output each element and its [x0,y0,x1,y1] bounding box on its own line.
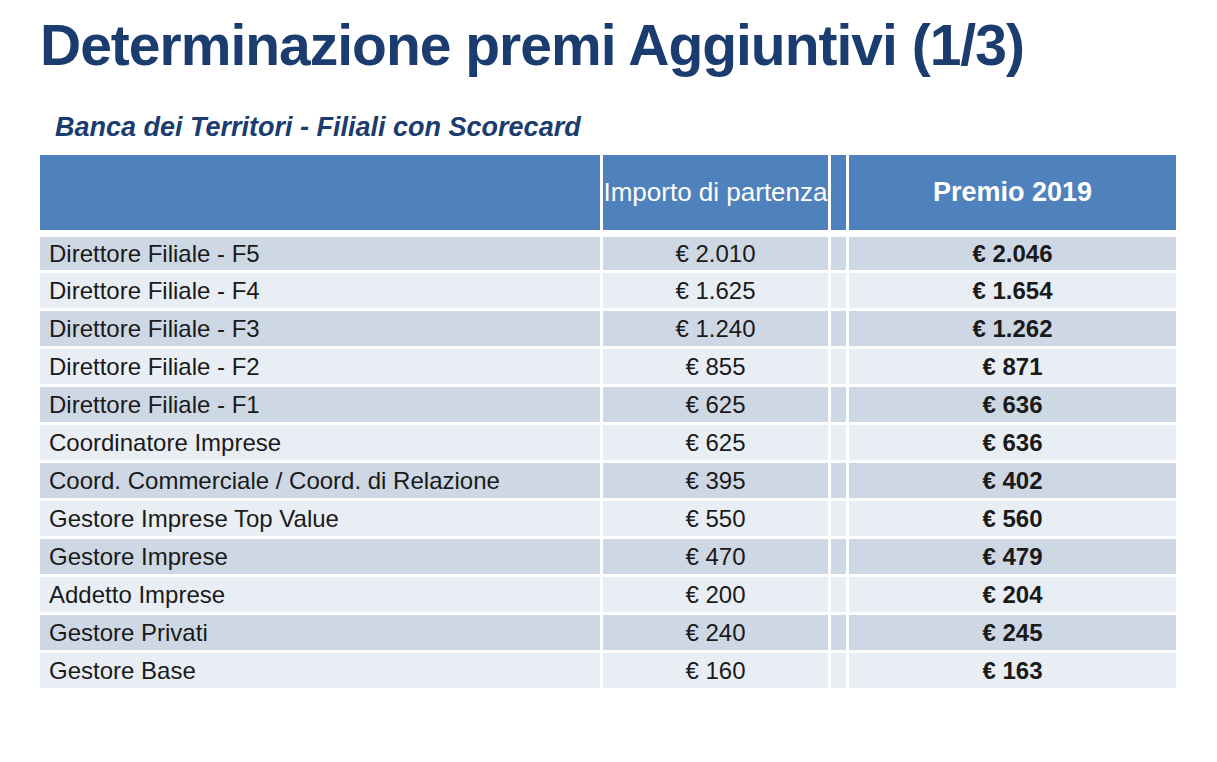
table-row: Gestore Privati€ 240 € 245 [39,614,1178,652]
table-body: Direttore Filiale - F5€ 2.010€ 2.046Dire… [39,234,1178,690]
importo-cell: € 1.240 [602,310,830,348]
spacer-cell [830,500,848,538]
spacer-cell [830,272,848,310]
premio-cell: € 163 [848,652,1178,690]
importo-cell: € 200 [602,576,830,614]
role-cell: Direttore Filiale - F4 [39,272,602,310]
role-cell: Direttore Filiale - F3 [39,310,602,348]
table-row: Direttore Filiale - F4€ 1.625 € 1.654 [39,272,1178,310]
role-cell: Gestore Privati [39,614,602,652]
table-row: Direttore Filiale - F3€ 1.240 € 1.262 [39,310,1178,348]
spacer-cell [830,348,848,386]
spacer-cell [830,234,848,272]
role-cell: Gestore Base [39,652,602,690]
spacer-cell [830,462,848,500]
role-cell: Coord. Commerciale / Coord. di Relazione [39,462,602,500]
spacer-cell [830,614,848,652]
role-column-header [39,154,602,234]
premi-table-container: Importo di partenza Premio 2019 Direttor… [37,152,1179,691]
importo-cell: € 550 [602,500,830,538]
importo-column-header: Importo di partenza [602,154,830,234]
premio-cell: € 245 [848,614,1178,652]
table-header-row: Importo di partenza Premio 2019 [39,154,1178,234]
importo-cell: € 160 [602,652,830,690]
importo-cell: € 625 [602,386,830,424]
premio-cell: € 1.262 [848,310,1178,348]
importo-cell: € 395 [602,462,830,500]
table-row: Gestore Base€ 160 € 163 [39,652,1178,690]
premio-cell: € 204 [848,576,1178,614]
table-row: Coord. Commerciale / Coord. di Relazione… [39,462,1178,500]
role-cell: Direttore Filiale - F5 [39,234,602,272]
table-row: Gestore Imprese Top Value€ 550 € 560 [39,500,1178,538]
table-row: Coordinatore Imprese€ 625 € 636 [39,424,1178,462]
premio-cell: € 560 [848,500,1178,538]
premio-column-header: Premio 2019 [848,154,1178,234]
premio-cell: € 1.654 [848,272,1178,310]
importo-cell: € 470 [602,538,830,576]
importo-cell: € 240 [602,614,830,652]
role-cell: Direttore Filiale - F2 [39,348,602,386]
role-cell: Gestore Imprese Top Value [39,500,602,538]
role-cell: Direttore Filiale - F1 [39,386,602,424]
spacer-cell [830,424,848,462]
importo-cell: € 625 [602,424,830,462]
importo-cell: € 1.625 [602,272,830,310]
premi-table: Importo di partenza Premio 2019 Direttor… [37,152,1179,691]
premio-cell: € 871 [848,348,1178,386]
premio-cell: € 2.046 [848,234,1178,272]
page-subtitle: Banca dei Territori - Filiali con Scorec… [55,112,581,143]
spacer-cell [830,576,848,614]
premio-cell: € 636 [848,386,1178,424]
role-cell: Coordinatore Imprese [39,424,602,462]
table-row: Addetto Imprese€ 200 € 204 [39,576,1178,614]
premio-cell: € 402 [848,462,1178,500]
premio-cell: € 636 [848,424,1178,462]
table-row: Direttore Filiale - F1€ 625 € 636 [39,386,1178,424]
role-cell: Addetto Imprese [39,576,602,614]
table-row: Direttore Filiale - F5€ 2.010 € 2.046 [39,234,1178,272]
spacer-cell [830,310,848,348]
premio-cell: € 479 [848,538,1178,576]
spacer-cell [830,652,848,690]
table-row: Gestore Imprese€ 470 € 479 [39,538,1178,576]
spacer-cell [830,538,848,576]
page-title: Determinazione premi Aggiuntivi (1/3) [40,12,1200,78]
importo-cell: € 855 [602,348,830,386]
spacer-cell [830,386,848,424]
spacer-column-header [830,154,848,234]
table-row: Direttore Filiale - F2€ 855 € 871 [39,348,1178,386]
role-cell: Gestore Imprese [39,538,602,576]
importo-cell: € 2.010 [602,234,830,272]
